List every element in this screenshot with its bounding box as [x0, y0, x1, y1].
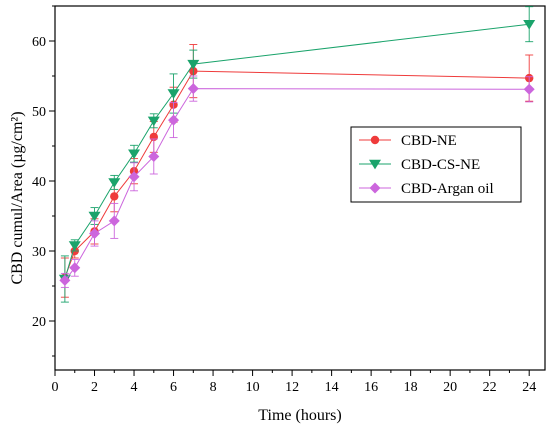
x-axis-title: Time (hours) — [258, 407, 341, 424]
data-point — [108, 215, 120, 227]
y-tick-label: 40 — [32, 175, 46, 190]
y-tick-label: 50 — [32, 105, 46, 120]
data-point — [148, 151, 160, 162]
x-tick-label: 4 — [131, 380, 138, 395]
x-tick-label: 24 — [522, 380, 536, 395]
x-tick-label: 12 — [285, 380, 299, 395]
x-tick-label: 14 — [325, 380, 339, 395]
data-point — [168, 114, 180, 126]
x-tick-label: 20 — [443, 380, 457, 395]
series-CBD-Argan oil — [59, 75, 535, 288]
x-tick-label: 8 — [210, 380, 217, 395]
y-tick-label: 30 — [32, 245, 46, 260]
data-point — [147, 116, 160, 127]
x-tick-label: 10 — [246, 380, 260, 395]
plot-frame — [54, 5, 546, 371]
data-point — [69, 262, 81, 274]
data-point — [59, 274, 71, 286]
data-point — [110, 192, 119, 201]
y-axis-title: CBD cumul/Area (µg/cm²) — [9, 111, 26, 284]
data-point — [187, 83, 199, 95]
data-point — [88, 211, 101, 222]
x-tick-label: 0 — [52, 380, 59, 395]
x-tick-label: 2 — [91, 380, 98, 395]
legend: CBD-NE CBD-CS-NE CBD-Argan oil — [350, 126, 522, 203]
x-tick-label: 22 — [483, 380, 497, 395]
data-point — [68, 241, 81, 251]
legend-marker — [370, 135, 380, 145]
data-point — [108, 178, 121, 188]
x-tick-label: 18 — [404, 380, 418, 395]
x-tick-label: 16 — [364, 380, 378, 395]
legend-label: CBD-NE — [401, 133, 457, 149]
data-point — [167, 89, 180, 99]
data-point — [187, 59, 200, 70]
data-point — [523, 83, 535, 95]
data-point — [128, 171, 140, 183]
data-point — [523, 20, 536, 30]
x-tick-label: 6 — [170, 380, 177, 395]
legend-label: CBD-Argan oil — [401, 181, 494, 197]
y-tick-label: 60 — [32, 35, 46, 50]
data-point — [128, 149, 141, 160]
data-point — [89, 228, 101, 239]
legend-marker — [369, 182, 381, 194]
y-tick-label: 20 — [32, 315, 46, 330]
legend-label: CBD-CS-NE — [401, 157, 480, 173]
legend-marker — [369, 159, 381, 170]
